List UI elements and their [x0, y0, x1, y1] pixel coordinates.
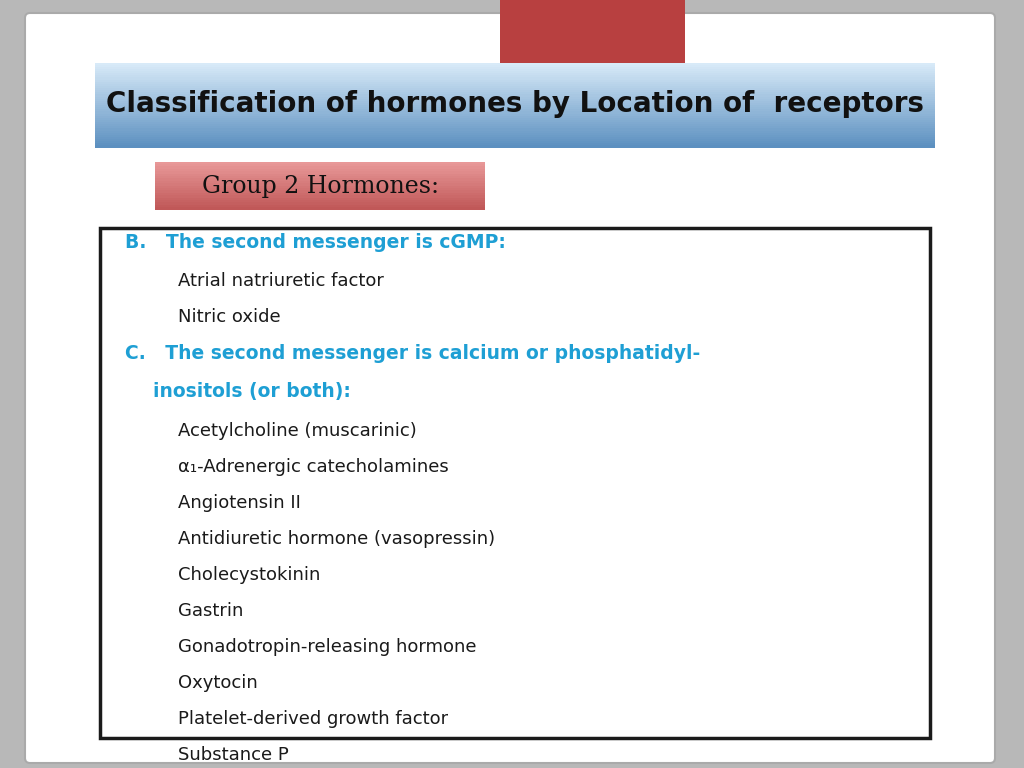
Bar [95, 71, 935, 74]
Bar [155, 195, 485, 198]
Bar [95, 73, 935, 76]
Bar [95, 139, 935, 141]
FancyBboxPatch shape [25, 13, 995, 763]
Text: Platelet-derived growth factor: Platelet-derived growth factor [178, 710, 449, 727]
Bar [155, 186, 485, 188]
Bar [155, 202, 485, 205]
Text: C.   The second messenger is calcium or phosphatidyl-: C. The second messenger is calcium or ph… [125, 344, 700, 363]
Bar [95, 84, 935, 86]
Bar [95, 109, 935, 112]
Text: Oxytocin: Oxytocin [178, 674, 258, 691]
Bar [155, 190, 485, 194]
Bar [95, 90, 935, 93]
Text: Group 2 Hormones:: Group 2 Hormones: [202, 174, 438, 197]
Bar [155, 205, 485, 207]
Text: inositols (or both):: inositols (or both): [153, 382, 351, 402]
Bar [95, 105, 935, 108]
Bar [500, 0, 685, 68]
Bar [155, 183, 485, 186]
Bar [155, 174, 485, 177]
Bar [95, 65, 935, 68]
Bar [95, 67, 935, 69]
Bar [95, 120, 935, 123]
Bar [95, 111, 935, 114]
Bar [95, 69, 935, 71]
Text: Angiotensin II: Angiotensin II [178, 494, 301, 511]
Bar [95, 97, 935, 99]
Bar [95, 128, 935, 131]
Bar [95, 101, 935, 104]
Text: Atrial natriuretic factor: Atrial natriuretic factor [178, 273, 384, 290]
Text: Substance P: Substance P [178, 746, 289, 763]
Text: Gastrin: Gastrin [178, 601, 244, 620]
Bar [95, 62, 935, 65]
Bar [95, 124, 935, 127]
Bar [95, 134, 935, 137]
Bar [95, 118, 935, 121]
Bar [155, 164, 485, 167]
Bar [155, 180, 485, 184]
Bar [155, 200, 485, 203]
Text: Cholecystokinin: Cholecystokinin [178, 565, 321, 584]
Bar [95, 116, 935, 118]
Bar [155, 178, 485, 181]
Bar [95, 126, 935, 129]
Bar [155, 169, 485, 171]
Bar [95, 114, 935, 116]
Bar [155, 193, 485, 196]
Bar [95, 145, 935, 148]
Text: Antidiuretic hormone (vasopressin): Antidiuretic hormone (vasopressin) [178, 529, 496, 548]
Text: B.   The second messenger is cGMP:: B. The second messenger is cGMP: [125, 233, 506, 253]
Bar [155, 207, 485, 210]
Bar [95, 88, 935, 91]
Bar [95, 86, 935, 88]
Bar [95, 78, 935, 80]
Bar [95, 122, 935, 124]
Bar [155, 188, 485, 190]
Bar [155, 197, 485, 200]
Bar [95, 144, 935, 146]
Bar [95, 103, 935, 105]
Bar [155, 171, 485, 174]
Bar [95, 107, 935, 110]
Bar [95, 98, 935, 101]
Bar [95, 80, 935, 82]
Text: Classification of hormones by Location of  receptors: Classification of hormones by Location o… [106, 90, 924, 118]
Text: Nitric oxide: Nitric oxide [178, 309, 281, 326]
Bar [95, 92, 935, 95]
Bar [155, 161, 485, 164]
Bar [155, 176, 485, 179]
Bar [95, 133, 935, 135]
Text: α₁-Adrenergic catecholamines: α₁-Adrenergic catecholamines [178, 458, 449, 475]
Bar [95, 75, 935, 78]
Bar [95, 81, 935, 84]
Bar [95, 131, 935, 133]
Text: Acetylcholine (muscarinic): Acetylcholine (muscarinic) [178, 422, 417, 439]
Text: Gonadotropin-releasing hormone: Gonadotropin-releasing hormone [178, 637, 476, 656]
Bar [100, 228, 930, 738]
Bar [95, 141, 935, 144]
Bar [95, 94, 935, 97]
Bar [95, 137, 935, 140]
Bar [155, 167, 485, 169]
